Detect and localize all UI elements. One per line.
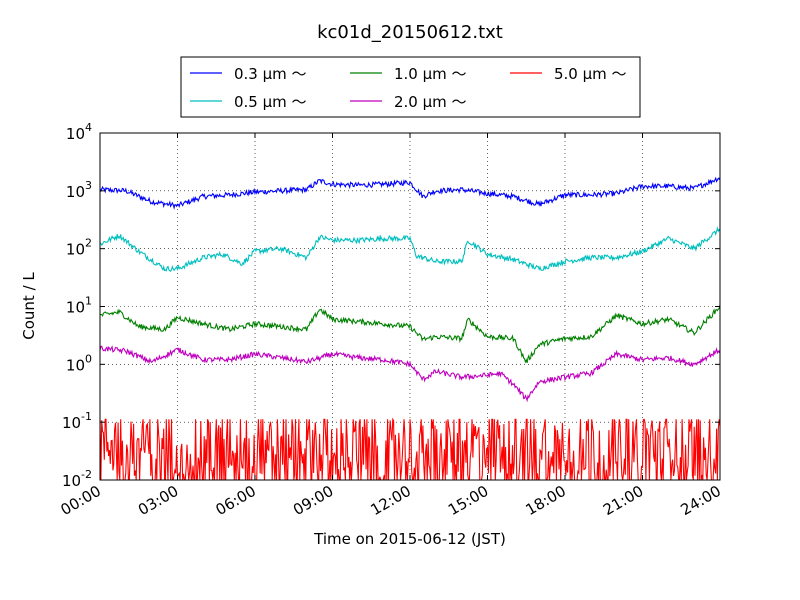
- y-tick-exponent: 1: [85, 295, 92, 308]
- grid: [100, 133, 720, 480]
- y-tick-exponent: 4: [85, 121, 92, 134]
- x-tick-label: 12:00: [368, 482, 414, 519]
- series-line: [100, 304, 721, 364]
- legend-label: 2.0 μm ～: [394, 93, 467, 111]
- chart-title: kc01d_20150612.txt: [317, 22, 503, 43]
- legend-box: [180, 56, 641, 118]
- y-tick-label: 10-2: [62, 468, 92, 490]
- series-line: [99, 345, 721, 403]
- y-tick-exponent: -2: [81, 468, 92, 481]
- y-axis-title: Count / L: [20, 272, 38, 340]
- x-tick-label: 18:00: [523, 482, 569, 519]
- series-layer: [99, 176, 721, 481]
- x-tick-label: 03:00: [135, 482, 181, 519]
- legend-label: 0.5 μm ～: [234, 93, 307, 111]
- y-tick-label: 103: [66, 179, 92, 201]
- y-tick-exponent: 3: [85, 179, 92, 192]
- y-tick-base: 10: [66, 183, 85, 201]
- x-tick-label: 24:00: [678, 482, 724, 519]
- y-tick-label: 100: [66, 352, 92, 374]
- y-tick-base: 10: [66, 356, 85, 374]
- y-tick-exponent: 0: [85, 352, 92, 365]
- y-tick-label: 102: [66, 237, 92, 259]
- series-line: [99, 176, 721, 210]
- y-tick-base: 10: [62, 472, 81, 490]
- x-axis-title: Time on 2015-06-12 (JST): [313, 530, 506, 548]
- legend: 0.3 μm ～ 0.5 μm ～ 1.0 μm ～ 2.0 μm ～ 5.0 μm ～: [180, 56, 641, 118]
- y-tick-exponent: -1: [81, 410, 92, 423]
- x-tick-label: 06:00: [213, 482, 259, 519]
- y-tick-exponent: 2: [85, 237, 92, 250]
- y-tick-base: 10: [66, 241, 85, 259]
- y-tick-base: 10: [66, 299, 85, 317]
- x-tick-label: 09:00: [290, 482, 336, 519]
- x-tick-label: 21:00: [600, 482, 646, 519]
- x-tick-label: 15:00: [445, 482, 491, 519]
- y-tick-label: 104: [66, 121, 92, 143]
- y-tick-label: 10-1: [62, 410, 92, 432]
- y-tick-base: 10: [66, 125, 85, 143]
- plot-area: [99, 132, 721, 481]
- y-tick-base: 10: [62, 414, 81, 432]
- legend-label: 5.0 μm ～: [554, 65, 627, 83]
- legend-label: 0.3 μm ～: [234, 65, 307, 83]
- y-tick-label: 101: [66, 295, 92, 317]
- legend-label: 1.0 μm ～: [394, 65, 467, 83]
- series-line: [99, 226, 721, 272]
